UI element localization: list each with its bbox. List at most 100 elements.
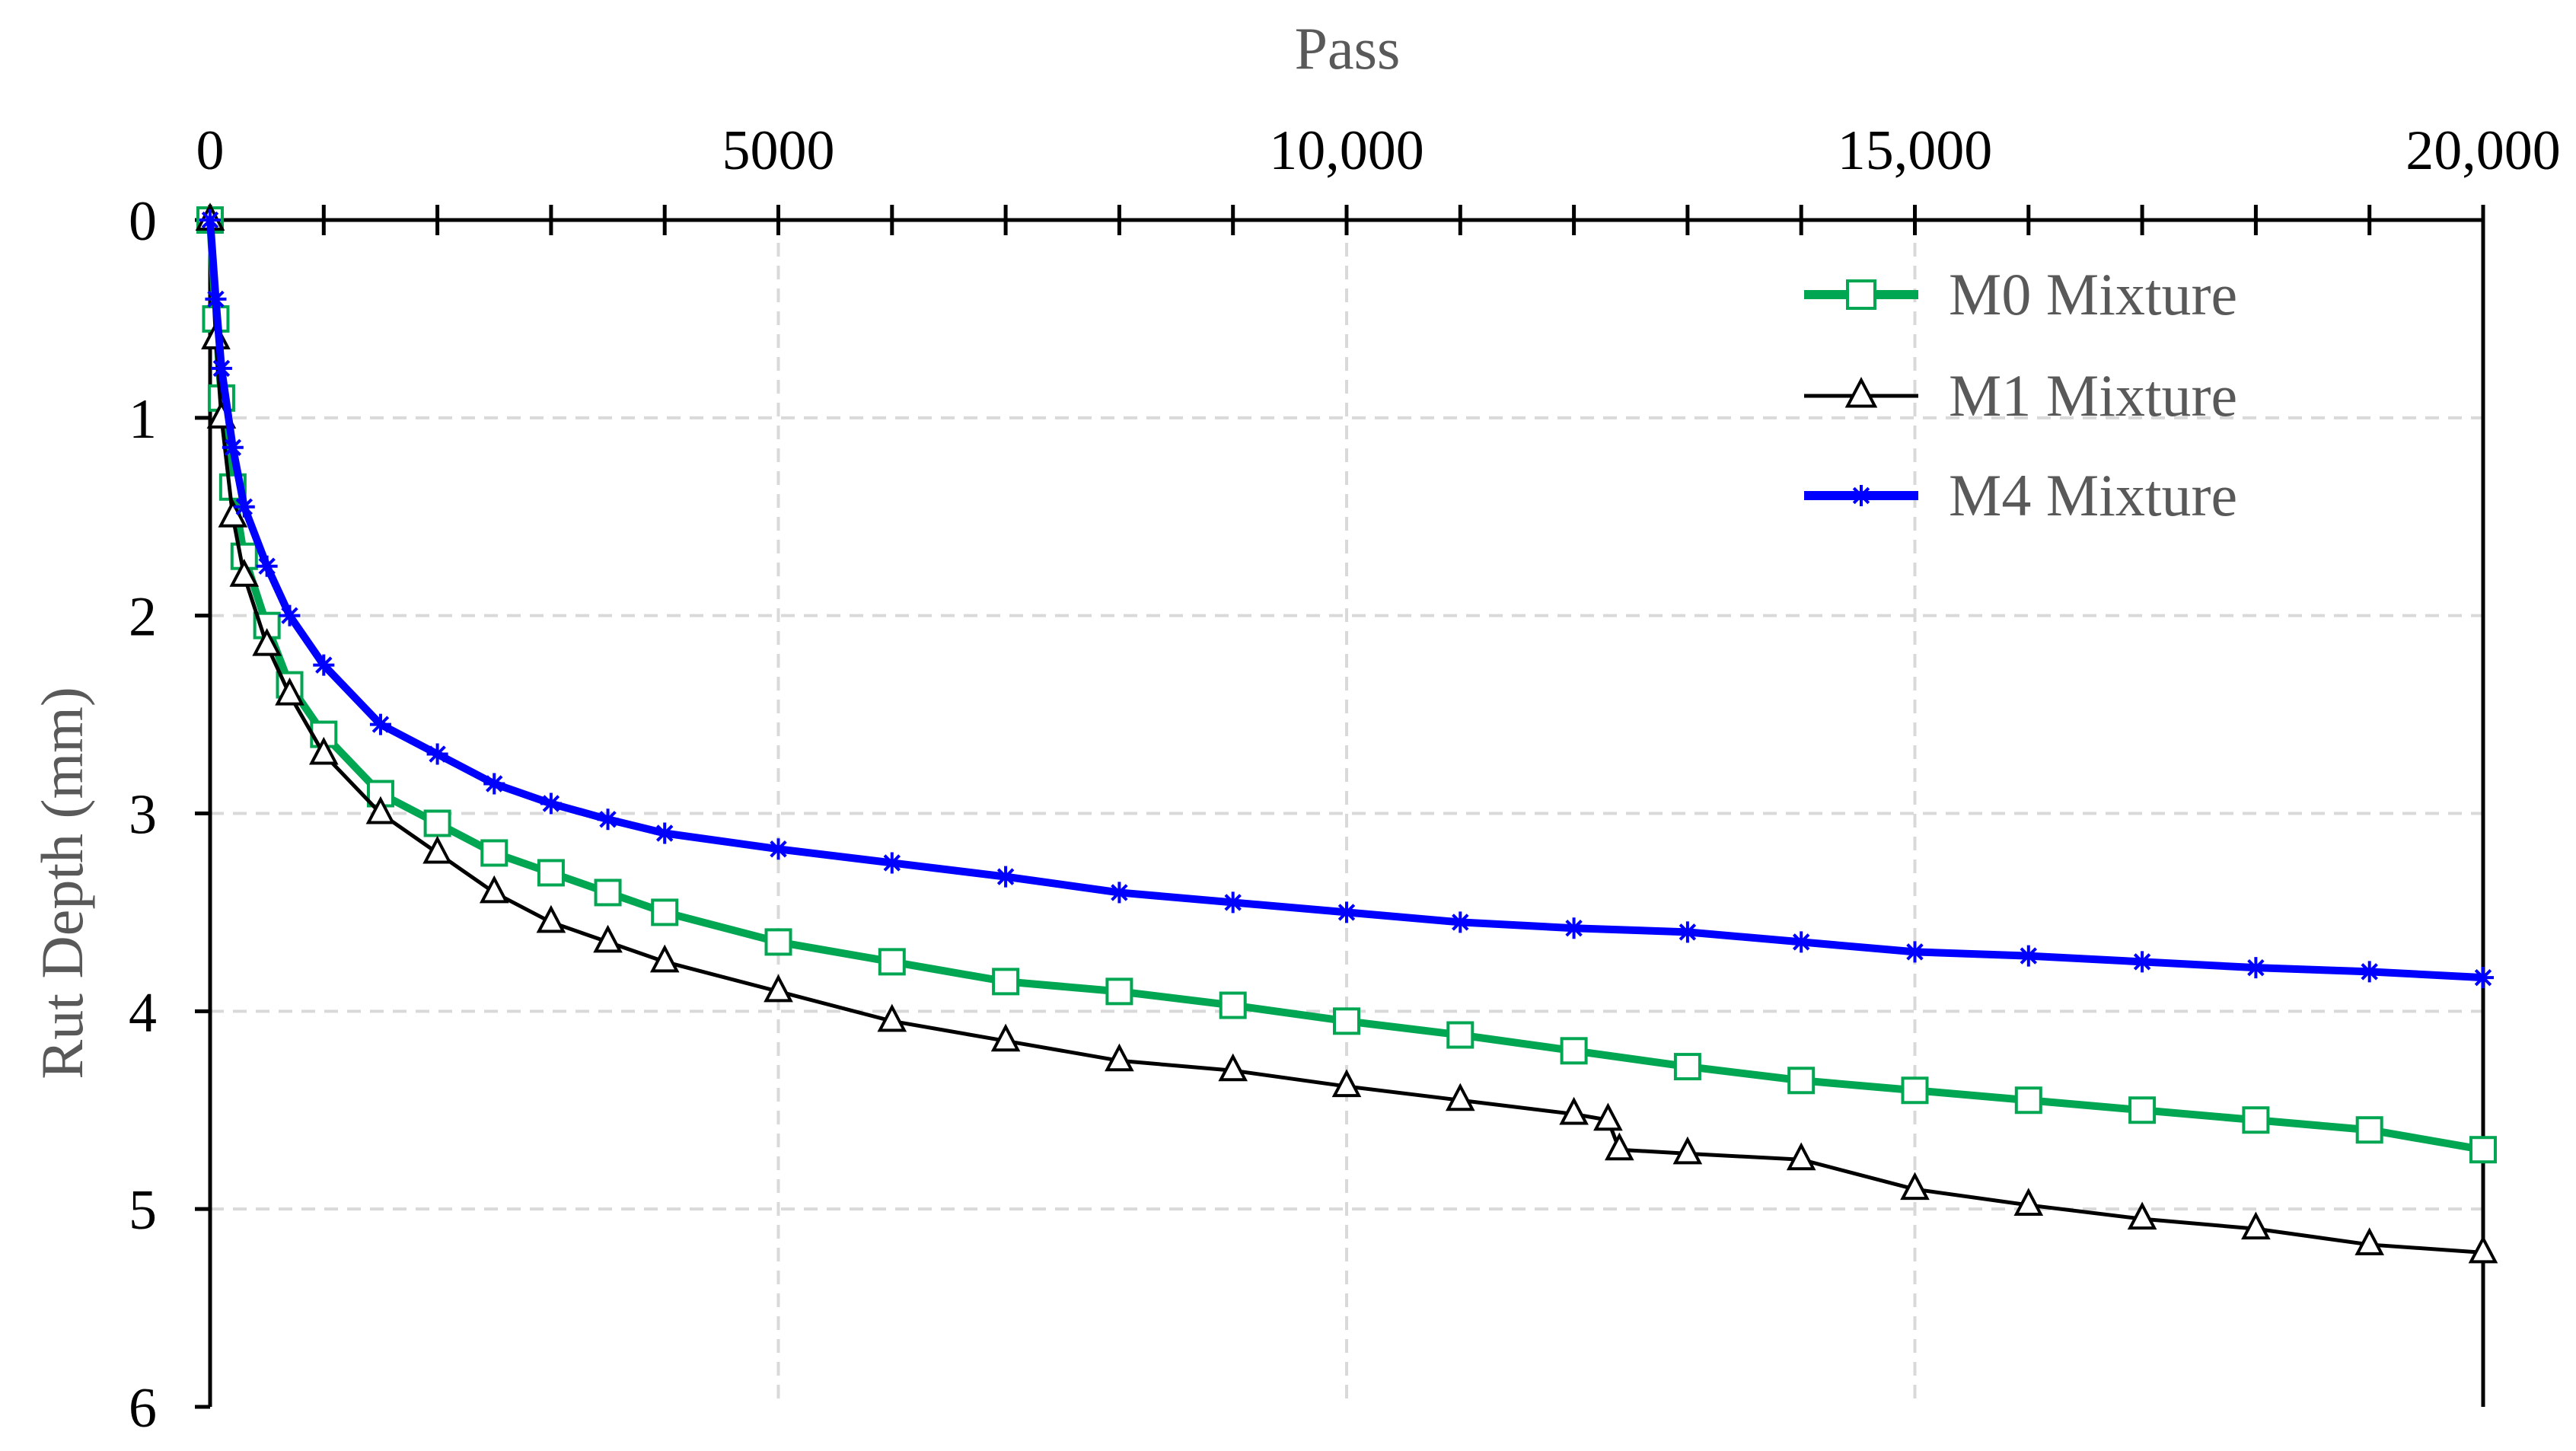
data-point	[1559, 1096, 1589, 1125]
series	[195, 203, 2498, 1264]
data-point	[594, 879, 622, 907]
data-point	[218, 499, 248, 528]
data-point	[2354, 1227, 2385, 1255]
data-point	[1105, 1043, 1134, 1072]
series-m4-mixture	[199, 209, 2494, 989]
y-tick-label: 6	[129, 1377, 157, 1440]
data-point	[1563, 917, 1585, 939]
x-tick-label: 20,000	[2405, 120, 2561, 182]
data-point	[2241, 1211, 2271, 1240]
data-point	[540, 792, 562, 815]
data-point	[2472, 967, 2494, 989]
data-point	[2014, 1086, 2042, 1115]
data-point	[1593, 1102, 1623, 1131]
tick-labels: 0 5000 10,000 15,000 20,000 0 1 2 3 4 5 6	[129, 120, 2561, 1440]
data-point	[2355, 1116, 2383, 1144]
data-point	[210, 357, 232, 379]
legend-label: M0 Mixture	[1949, 261, 2237, 327]
data-point	[992, 968, 1020, 996]
y-tick-label: 3	[129, 784, 157, 847]
legend-swatch-marker	[1844, 377, 1878, 408]
data-point	[275, 677, 304, 706]
data-point	[995, 866, 1017, 888]
data-point	[2131, 951, 2154, 973]
data-point	[651, 898, 679, 926]
data-point	[1218, 1053, 1248, 1082]
data-point	[1446, 1021, 1475, 1049]
data-point	[1219, 991, 1247, 1019]
y-tick-label: 4	[129, 981, 157, 1044]
data-point	[369, 713, 391, 735]
data-point	[1333, 1007, 1360, 1035]
data-point	[1901, 1076, 1929, 1105]
legend-swatch-marker	[1846, 279, 1876, 310]
data-point	[205, 288, 227, 310]
data-point	[1605, 1132, 1634, 1161]
data-point	[2017, 945, 2039, 967]
data-point	[423, 809, 451, 837]
data-point	[2127, 1201, 2157, 1230]
data-point	[199, 209, 221, 231]
data-point	[252, 627, 282, 656]
data-point	[878, 948, 906, 976]
data-point	[1673, 1053, 1701, 1081]
series-line	[206, 219, 2484, 982]
x-tick-label: 15,000	[1838, 120, 1993, 182]
y-tick-label: 2	[129, 586, 157, 649]
data-point	[2242, 1106, 2270, 1134]
data-point	[308, 736, 339, 765]
data-point	[2468, 1235, 2498, 1264]
data-point	[422, 835, 452, 864]
data-point	[1900, 1172, 1930, 1201]
data-point	[2469, 1136, 2497, 1164]
data-point	[881, 852, 903, 874]
y-axis-title: Rut Depth (mm)	[29, 687, 95, 1079]
data-point	[2245, 957, 2267, 979]
data-point	[1786, 1142, 1816, 1171]
data-point	[1672, 1136, 1703, 1165]
data-point	[313, 654, 335, 676]
data-point	[537, 859, 565, 887]
y-tick-label: 0	[129, 190, 157, 253]
data-point	[483, 773, 505, 795]
data-point	[1904, 941, 1926, 963]
y-tick-label: 5	[129, 1179, 157, 1242]
data-point	[233, 496, 255, 518]
x-axis-title: Pass	[1295, 15, 1401, 81]
data-point	[365, 796, 396, 824]
data-point	[1222, 891, 1244, 914]
x-tick-label: 0	[196, 120, 225, 182]
data-point	[1449, 911, 1471, 933]
x-tick-label: 5000	[722, 120, 835, 182]
data-point	[222, 436, 244, 458]
data-point	[1676, 921, 1698, 943]
data-point	[1336, 901, 1357, 923]
data-point	[229, 559, 260, 587]
series-m1-mixture	[195, 203, 2498, 1264]
legend-swatch-marker	[1851, 485, 1872, 506]
data-point	[256, 555, 278, 577]
y-tick-label: 1	[129, 388, 157, 451]
data-point	[2013, 1188, 2044, 1216]
legend: M0 Mixture M1 Mixture M4 Mixture	[1804, 261, 2237, 528]
x-tick-label: 10,000	[1269, 120, 1424, 182]
data-point	[990, 1023, 1021, 1052]
legend-label: M4 Mixture	[1949, 462, 2237, 528]
data-point	[593, 924, 623, 953]
data-point	[654, 822, 676, 844]
data-point	[764, 974, 793, 1003]
axes	[195, 205, 2485, 1409]
data-point	[1790, 931, 1812, 953]
data-point	[1560, 1037, 1588, 1065]
data-point	[649, 944, 680, 973]
data-point	[2358, 961, 2380, 983]
data-point	[1105, 977, 1133, 1006]
series-m0-mixture	[196, 206, 2497, 1164]
data-point	[764, 928, 792, 956]
data-point	[767, 838, 789, 860]
data-point	[877, 1003, 907, 1032]
data-point	[597, 808, 619, 831]
data-point	[1331, 1069, 1362, 1098]
legend-label: M1 Mixture	[1949, 362, 2237, 429]
